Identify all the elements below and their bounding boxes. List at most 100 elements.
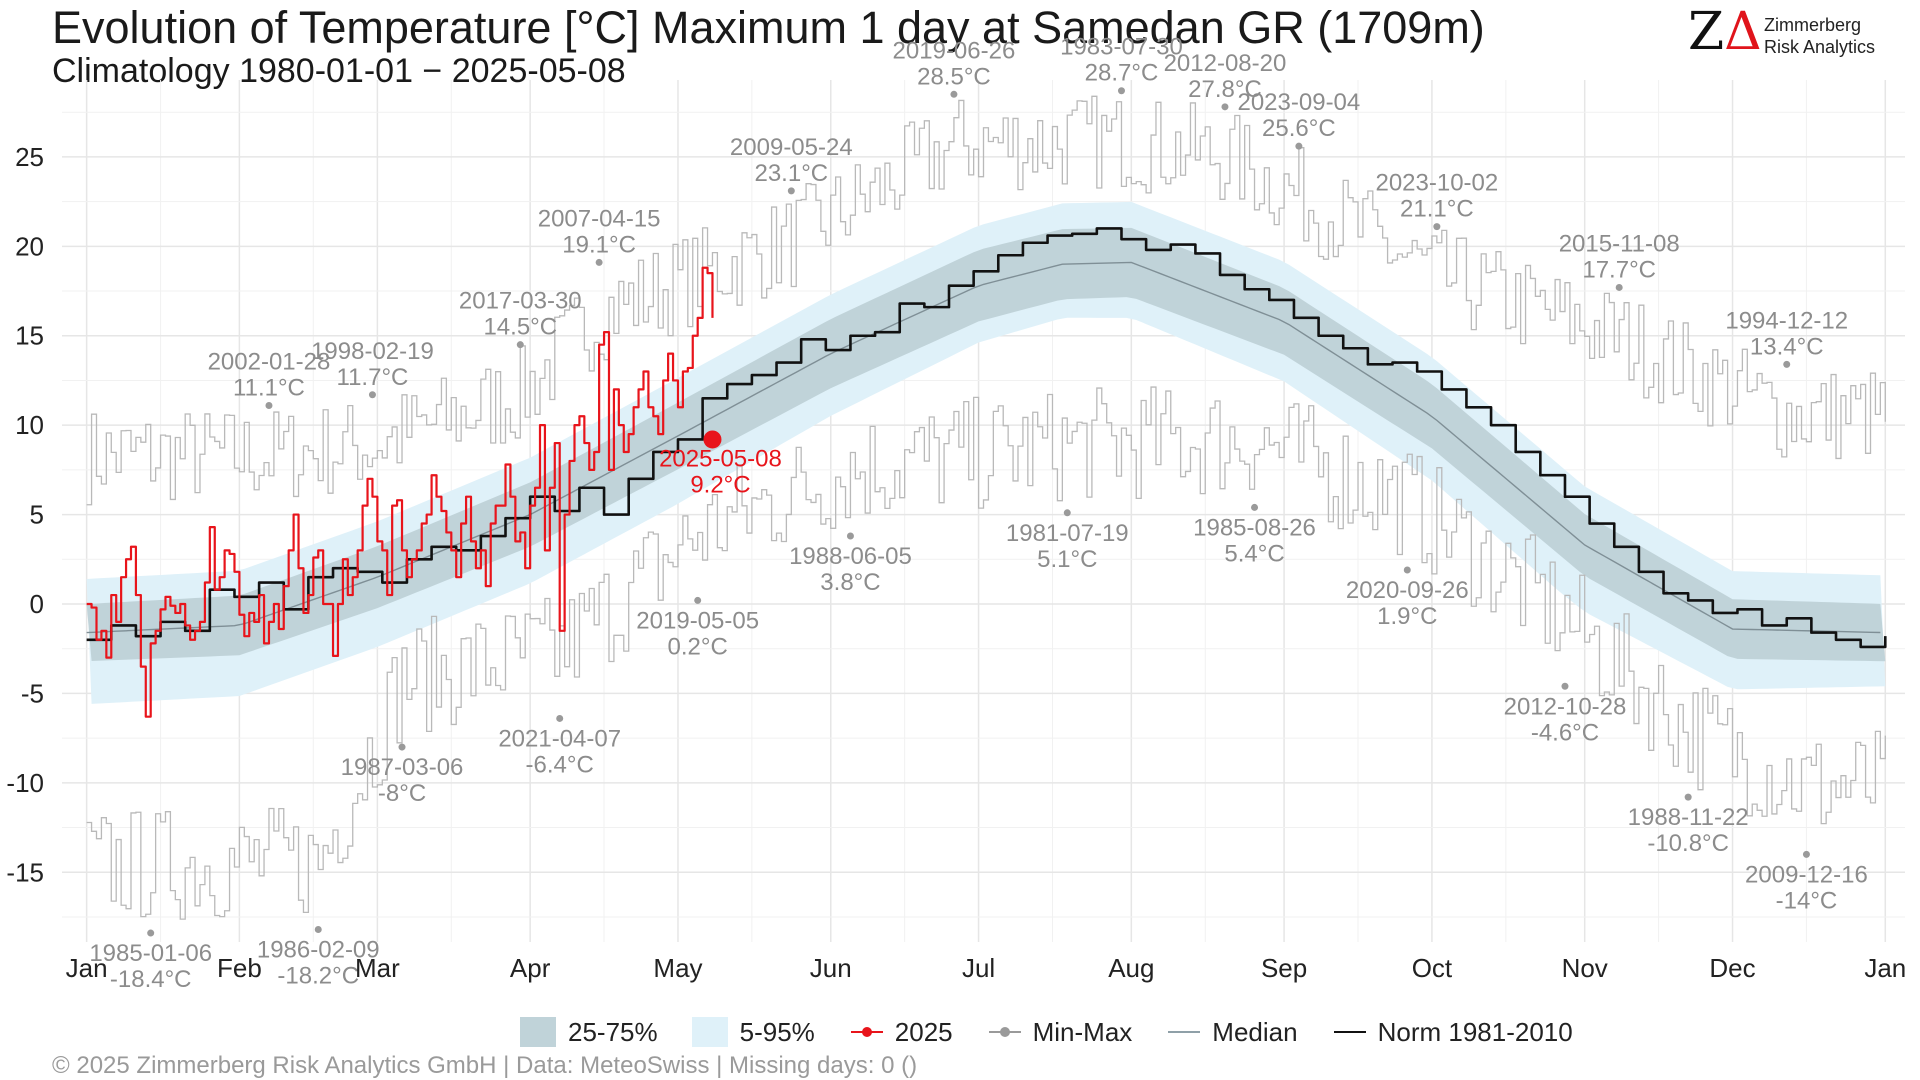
x-tick-label: Aug — [1108, 953, 1154, 983]
extreme-value-label: 5.1°C — [1037, 546, 1097, 573]
extreme-marker — [846, 532, 854, 540]
y-tick-label: -10 — [6, 768, 44, 798]
extreme-date-label: 2023-09-04 — [1237, 89, 1360, 116]
extreme-annotation: 1985-01-06-18.4°C — [89, 929, 212, 993]
extreme-date-label: 1987-03-06 — [341, 754, 464, 781]
extreme-date-label: 2021-04-07 — [498, 725, 621, 752]
y-tick-label: -5 — [21, 678, 44, 708]
extreme-value-label: 27.8°C — [1188, 76, 1262, 103]
extreme-value-label: 23.1°C — [754, 160, 828, 187]
x-tick-label: Apr — [510, 953, 551, 983]
extreme-marker — [694, 596, 702, 604]
extreme-date-label: 1988-11-22 — [1628, 804, 1749, 831]
extreme-date-label: 1998-02-19 — [311, 338, 434, 365]
legend-p5-95: 5-95% — [691, 1017, 815, 1048]
extreme-value-label: 11.1°C — [233, 374, 305, 401]
median-line — [86, 261, 1881, 634]
extreme-date-label: 1986-02-09 — [257, 936, 380, 963]
extreme-annotation: 1988-11-22-10.8°C — [1628, 793, 1749, 857]
current-year-line — [86, 266, 714, 718]
extreme-marker — [595, 258, 603, 266]
extreme-value-label: -4.6°C — [1531, 719, 1599, 746]
logo-mark: ZΔ — [1688, 2, 1762, 62]
legend-current: 2025 — [849, 1017, 953, 1048]
extreme-annotation: 2020-09-261.9°C — [1346, 566, 1469, 630]
min-record-line — [86, 386, 1886, 920]
extreme-annotation: 1987-03-06-8°C — [341, 743, 464, 807]
x-tick-label: Mar — [355, 953, 400, 983]
extreme-date-label: 2009-05-24 — [730, 134, 853, 161]
extreme-value-label: 21.1°C — [1400, 196, 1474, 223]
extreme-value-label: 17.7°C — [1582, 256, 1656, 283]
extreme-marker — [1117, 87, 1125, 95]
extreme-date-label: 1983-07-30 — [1060, 34, 1183, 61]
extreme-annotation: 2019-05-050.2°C — [636, 596, 759, 660]
extreme-value-label: 13.4°C — [1750, 333, 1824, 360]
extreme-value-label: 28.5°C — [917, 63, 991, 90]
y-tick-label: 5 — [30, 500, 44, 530]
extreme-value-label: 14.5°C — [483, 314, 557, 341]
x-tick-label: Oct — [1412, 953, 1453, 983]
extreme-value-label: -6.4°C — [526, 751, 594, 778]
legend-iqr-swatch — [520, 1017, 556, 1047]
extreme-date-label: 1985-01-06 — [89, 940, 212, 967]
extreme-date-label: 2019-06-26 — [893, 37, 1016, 64]
extreme-value-label: 28.7°C — [1085, 60, 1159, 87]
extreme-date-label: 2017-03-30 — [459, 288, 582, 315]
band-25-75 — [86, 227, 1886, 662]
legend-p5-95-swatch — [691, 1017, 728, 1047]
extreme-marker — [1783, 360, 1791, 368]
extreme-value-label: 5.4°C — [1224, 540, 1284, 567]
legend-current-swatch — [849, 1017, 885, 1047]
extreme-marker — [147, 929, 155, 937]
extreme-date-label: 2015-11-08 — [1559, 230, 1680, 257]
legend-norm: Norm 1981-2010 — [1332, 1017, 1573, 1048]
legend-iqr: 25-75% — [520, 1017, 658, 1048]
norm-1981-2010-line — [86, 227, 1887, 649]
extreme-annotation: 1986-02-09-18.2°C — [257, 925, 380, 989]
x-tick-label: Jan — [1864, 953, 1906, 983]
chart-legend: 25-75% 5-95% 2025 Min-Max Median Norm 19… — [520, 1012, 1607, 1052]
footer-credit: © 2025 Zimmerberg Risk Analytics GmbH | … — [52, 1052, 918, 1079]
extreme-annotation: 2012-10-28-4.6°C — [1504, 682, 1626, 746]
extreme-value-label: 1.9°C — [1377, 603, 1437, 630]
extreme-date-label: 2009-12-16 — [1745, 861, 1868, 888]
extreme-marker — [1433, 223, 1441, 231]
extreme-marker — [516, 341, 524, 349]
extreme-annotation: 1981-07-195.1°C — [1006, 509, 1129, 573]
extreme-value-label: -8°C — [378, 780, 426, 807]
extreme-marker — [1802, 850, 1810, 858]
extreme-marker — [1684, 793, 1692, 801]
extreme-date-label: 2007-04-15 — [538, 205, 661, 232]
current-point-value-label: 9.2°C — [690, 471, 750, 498]
extreme-date-label: 2012-08-20 — [1164, 50, 1287, 77]
extreme-value-label: -18.2°C — [277, 962, 359, 989]
y-tick-label: 20 — [15, 231, 44, 261]
y-tick-label: -15 — [6, 857, 44, 887]
extreme-annotation: 2009-12-16-14°C — [1745, 850, 1868, 914]
chart-title: Evolution of Temperature [°C] Maximum 1 … — [52, 2, 1485, 53]
legend-median-swatch — [1166, 1017, 1202, 1047]
extreme-marker — [398, 743, 406, 751]
x-tick-label: May — [653, 953, 702, 983]
extreme-value-label: 11.7°C — [337, 364, 409, 391]
extreme-marker — [1615, 283, 1623, 291]
band-5-95 — [86, 201, 1886, 704]
extreme-annotation: 1988-06-053.8°C — [789, 532, 912, 596]
x-tick-label: Dec — [1709, 953, 1755, 983]
extreme-annotation: 1985-08-265.4°C — [1193, 503, 1316, 567]
extreme-marker — [1561, 682, 1569, 690]
extreme-marker — [1403, 566, 1411, 574]
x-tick-label: Nov — [1562, 953, 1608, 983]
legend-minmax-swatch — [987, 1017, 1023, 1047]
legend-norm-swatch — [1332, 1017, 1368, 1047]
extreme-marker — [314, 925, 322, 933]
extreme-date-label: 1981-07-19 — [1006, 520, 1129, 547]
